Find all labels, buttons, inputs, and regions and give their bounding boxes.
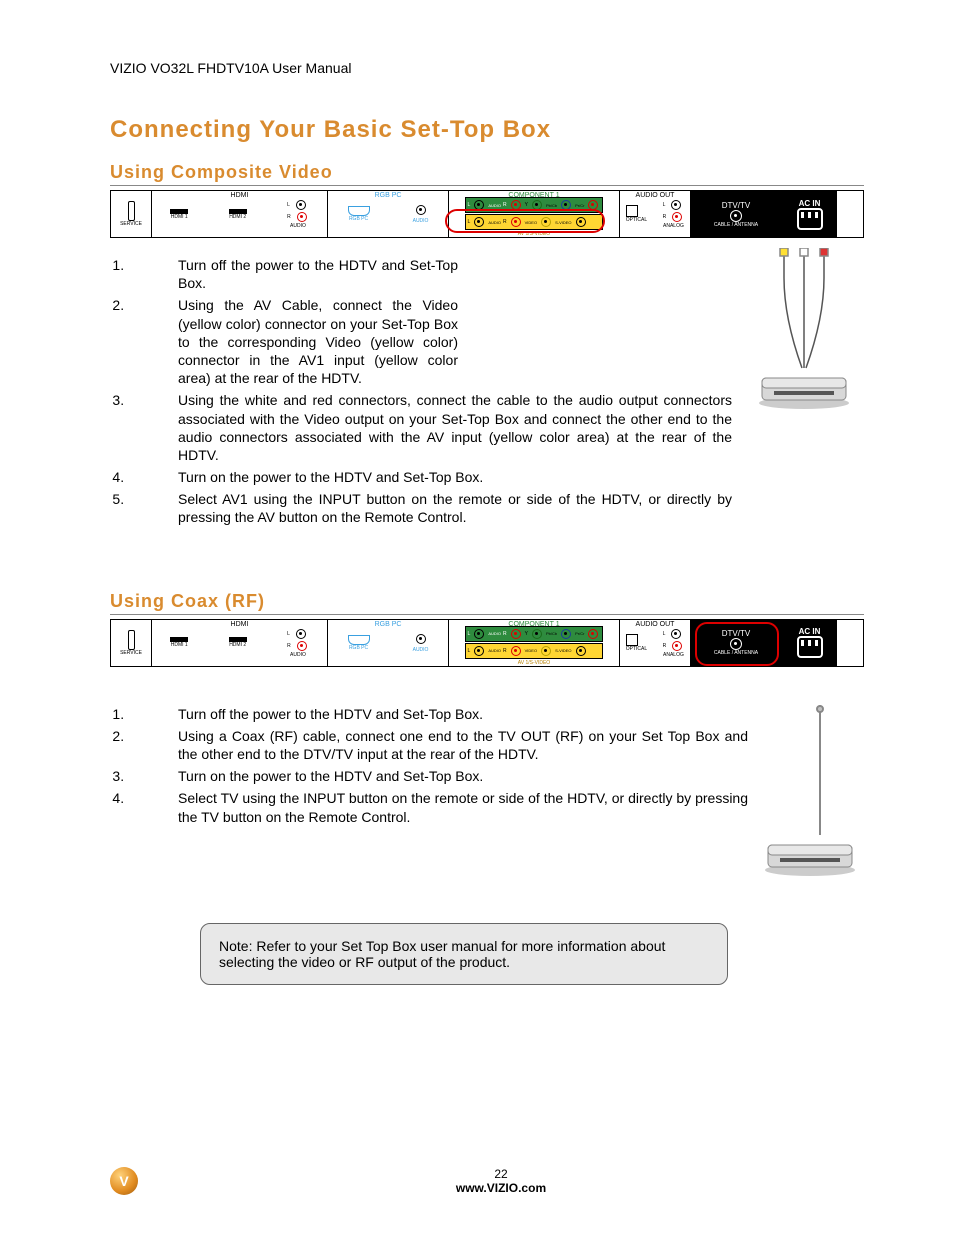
step: Using the white and red connectors, conn… (128, 391, 732, 464)
step: Select TV using the INPUT button on the … (128, 789, 748, 825)
port-dtv: DTV/TV CABLE / ANTENNA (691, 620, 782, 666)
port-component-av: COMPONENT 1 L AUDIO R Y Pb/Cb Pr/Cr L AU… (449, 191, 620, 237)
port-strip-coax: SERVICE HDMI HDMI 1 HDMI 2 L R AUDIO RGB… (110, 619, 864, 667)
port-dtv: DTV/TV CABLE / ANTENNA (691, 191, 782, 237)
port-acin: AC IN (782, 620, 837, 666)
section2-steps: Turn off the power to the HDTV and Set-T… (128, 705, 748, 830)
port-audio-out: AUDIO OUT OPTICAL L R ANALOG (620, 191, 691, 237)
port-hdmi-group: HDMI HDMI 1 HDMI 2 L R AUDIO (152, 620, 328, 666)
port-service: SERVICE (111, 620, 152, 666)
settop-illustration-composite (744, 248, 864, 418)
section1-steps: Turn off the power to the HDTV and Set-T… (128, 256, 732, 531)
vizio-logo-icon: V (110, 1167, 138, 1195)
port-component-av: COMPONENT 1 L AUDIO R Y Pb/Cb Pr/Cr L AU… (449, 620, 620, 666)
page-title: Connecting Your Basic Set-Top Box (110, 116, 864, 144)
step: Turn off the power to the HDTV and Set-T… (128, 705, 748, 723)
step: Using the AV Cable, connect the Video (y… (128, 296, 458, 387)
highlight-oval-dtv (695, 622, 779, 666)
port-rgbpc: RGB PC RGB PC AUDIO (328, 620, 449, 666)
step: Select AV1 using the INPUT button on the… (128, 490, 732, 526)
step: Turn on the power to the HDTV and Set-To… (128, 468, 732, 486)
step: Using a Coax (RF) cable, connect one end… (128, 727, 748, 763)
settop-illustration-coax (760, 705, 860, 885)
port-service: SERVICE (111, 191, 152, 237)
section1-title: Using Composite Video (110, 162, 864, 186)
port-rgbpc: RGB PC RGB PC AUDIO (328, 191, 449, 237)
port-hdmi-group: HDMI HDMI 1 HDMI 2 L R AUDIO (152, 191, 328, 237)
port-audio-out: AUDIO OUT OPTICAL L R ANALOG (620, 620, 691, 666)
page-number: 22 (494, 1167, 507, 1181)
page-footer: V 22 www.VIZIO.com (110, 1167, 864, 1195)
manual-header: VIZIO VO32L FHDTV10A User Manual (110, 60, 864, 76)
step: Turn off the power to the HDTV and Set-T… (128, 256, 458, 292)
port-acin: AC IN (782, 191, 837, 237)
section2-title: Using Coax (RF) (110, 591, 864, 615)
port-strip-composite: SERVICE HDMI HDMI 1 HDMI 2 L R AUDIO RGB… (110, 190, 864, 238)
footer-url: www.VIZIO.com (456, 1181, 546, 1195)
step: Turn on the power to the HDTV and Set-To… (128, 767, 748, 785)
highlight-oval-av (445, 209, 605, 233)
note-box: Note: Refer to your Set Top Box user man… (200, 923, 728, 985)
